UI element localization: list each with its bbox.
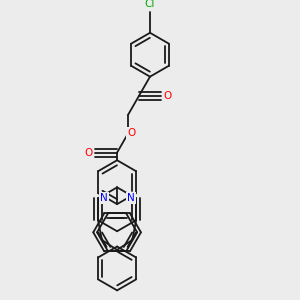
Text: O: O — [164, 91, 172, 101]
Text: Cl: Cl — [145, 0, 155, 9]
Text: O: O — [127, 128, 135, 139]
Text: N: N — [100, 193, 107, 203]
Text: O: O — [84, 148, 93, 158]
Text: N: N — [127, 193, 134, 203]
